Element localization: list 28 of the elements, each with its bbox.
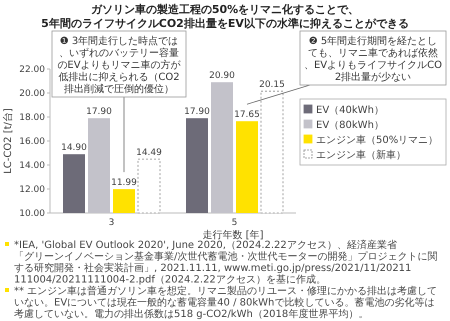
y-tick-label: 16.00 — [19, 137, 46, 147]
y-tick-label: 10.00 — [19, 209, 46, 219]
chart-title: ガソリン車の製造工程の50%をリマニ化することで、 5年間のライフサイクルCO2排出量をEV以下の水準に抑えることができる — [41, 3, 409, 30]
data-label: 20.15 — [259, 80, 285, 90]
text: *IEA, 'Global EV Outlook 2020', June 2020,（2024.2.22アクセス）、経済産業省「グリーンイノベーション基金事業/次世代蓄電池・次世代モーターの開発」プロジェクトに関する研究開発・社会実装計画」, 2021.11.11, www.meti.go.jp/press/2021/11/20211111004/20211111004-2.pdf（2024.2.22アクセス）を基に作成。 — [14, 239, 438, 286]
data-label: 17.90 — [86, 107, 112, 118]
y-axis-title: LC-CO2 [t/台] — [2, 108, 14, 174]
y-tick-label: 20.00 — [19, 89, 46, 99]
data-label: 17.65 — [234, 110, 260, 120]
legend-label: EV（40kWh） — [316, 105, 384, 116]
y-tick-label: 22.00 — [19, 65, 46, 75]
data-label: 14.49 — [136, 148, 162, 158]
y-tick-label: 18.00 — [19, 113, 46, 123]
x-axis-title: 走行年数 [年] — [202, 229, 264, 241]
y-tick-label: 12.00 — [19, 185, 46, 195]
x-tick-label: 5 — [232, 218, 238, 228]
annotation: ❶ 3年間走行した時点では、いずれのバッテリー容量のEVよりもリマニ車の方が低排出に抑えられる（CO2排出削減で圧倒的優位） — [57, 35, 182, 95]
legend-label: EV（80kWh） — [316, 120, 384, 131]
data-label: 11.99 — [111, 178, 138, 188]
y-tick-label: 14.00 — [19, 161, 46, 171]
legend-label: エンジン車（50%リマニ） — [316, 134, 438, 146]
legend-label: エンジン車（新車） — [316, 149, 406, 161]
data-label: 17.90 — [184, 107, 210, 118]
data-label: 20.90 — [209, 71, 236, 82]
text: ** エンジン車は普通ガソリン車を想定。リマニ製品のリユース・修理にかかる排出は考慮していない。EVについては現在一般的な蓄電容量40 / 80kWhで比較している。蓄電池の劣化等は考慮していない。電力の排出係数は518 g-CO2/kWh（2018年度世界平均）。 — [14, 285, 438, 320]
text: ❷ 5年間走行期間を経たとしても、リマニ車であれば依然、EVよりもライフサイクルCO2排出量が少ない — [304, 35, 442, 83]
x-tick-label: 3 — [108, 218, 114, 228]
data-label: 14.90 — [61, 143, 88, 154]
